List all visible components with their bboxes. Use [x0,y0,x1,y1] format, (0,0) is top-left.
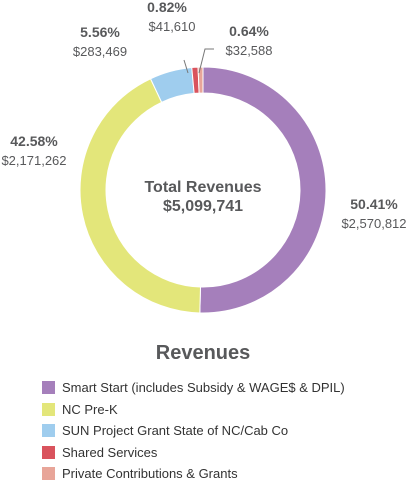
center-total-value: $5,099,741 [163,198,243,215]
legend-swatch [42,424,55,437]
slice-percent-label: 50.41% [350,196,398,212]
donut-slice [197,66,204,94]
legend-swatch [42,402,55,416]
legend-label: NC Pre-K [62,401,118,417]
legend-label: Shared Services [62,444,158,460]
legend-item: SUN Project Grant State of NC/Cab Co [42,421,345,440]
legend-label: SUN Project Grant State of NC/Cab Co [62,423,289,438]
slice-percent-label: 42.58% [10,133,58,149]
legend-swatch [42,467,55,480]
center-title: Total Revenues [144,179,261,196]
legend-label: Smart Start (includes Subsidy & WAGE$ & … [62,380,345,395]
legend: Smart Start (includes Subsidy & WAGE$ & … [42,378,345,486]
donut-slices [79,66,327,314]
slice-value-label: $32,588 [226,43,273,58]
slice-value-label: $2,171,262 [1,153,66,168]
slice-value-label: $283,469 [73,44,127,59]
slice-value-label: $2,570,812 [341,216,406,231]
slice-percent-label: 0.82% [147,0,187,15]
legend-title: Revenues [155,342,251,364]
legend-item: Smart Start (includes Subsidy & WAGE$ & … [42,378,345,397]
legend-label: Private Contributions & Grants [62,466,238,481]
donut-chart: Total Revenues $5,099,741 50.41% $2,570,… [1,0,406,314]
legend-item: Private Contributions & Grants [42,464,345,483]
legend-item: Shared Services [42,443,345,462]
legend-item: NC Pre-K [42,400,345,419]
leader-line [198,48,214,74]
slice-value-label: $41,610 [149,19,196,34]
leader-line [183,59,189,74]
legend-swatch [42,445,55,459]
legend-swatch [42,381,55,394]
leader-lines [183,48,214,74]
slice-percent-label: 0.64% [229,23,269,39]
donut-slice [199,66,327,314]
slice-percent-label: 5.56% [80,24,120,40]
